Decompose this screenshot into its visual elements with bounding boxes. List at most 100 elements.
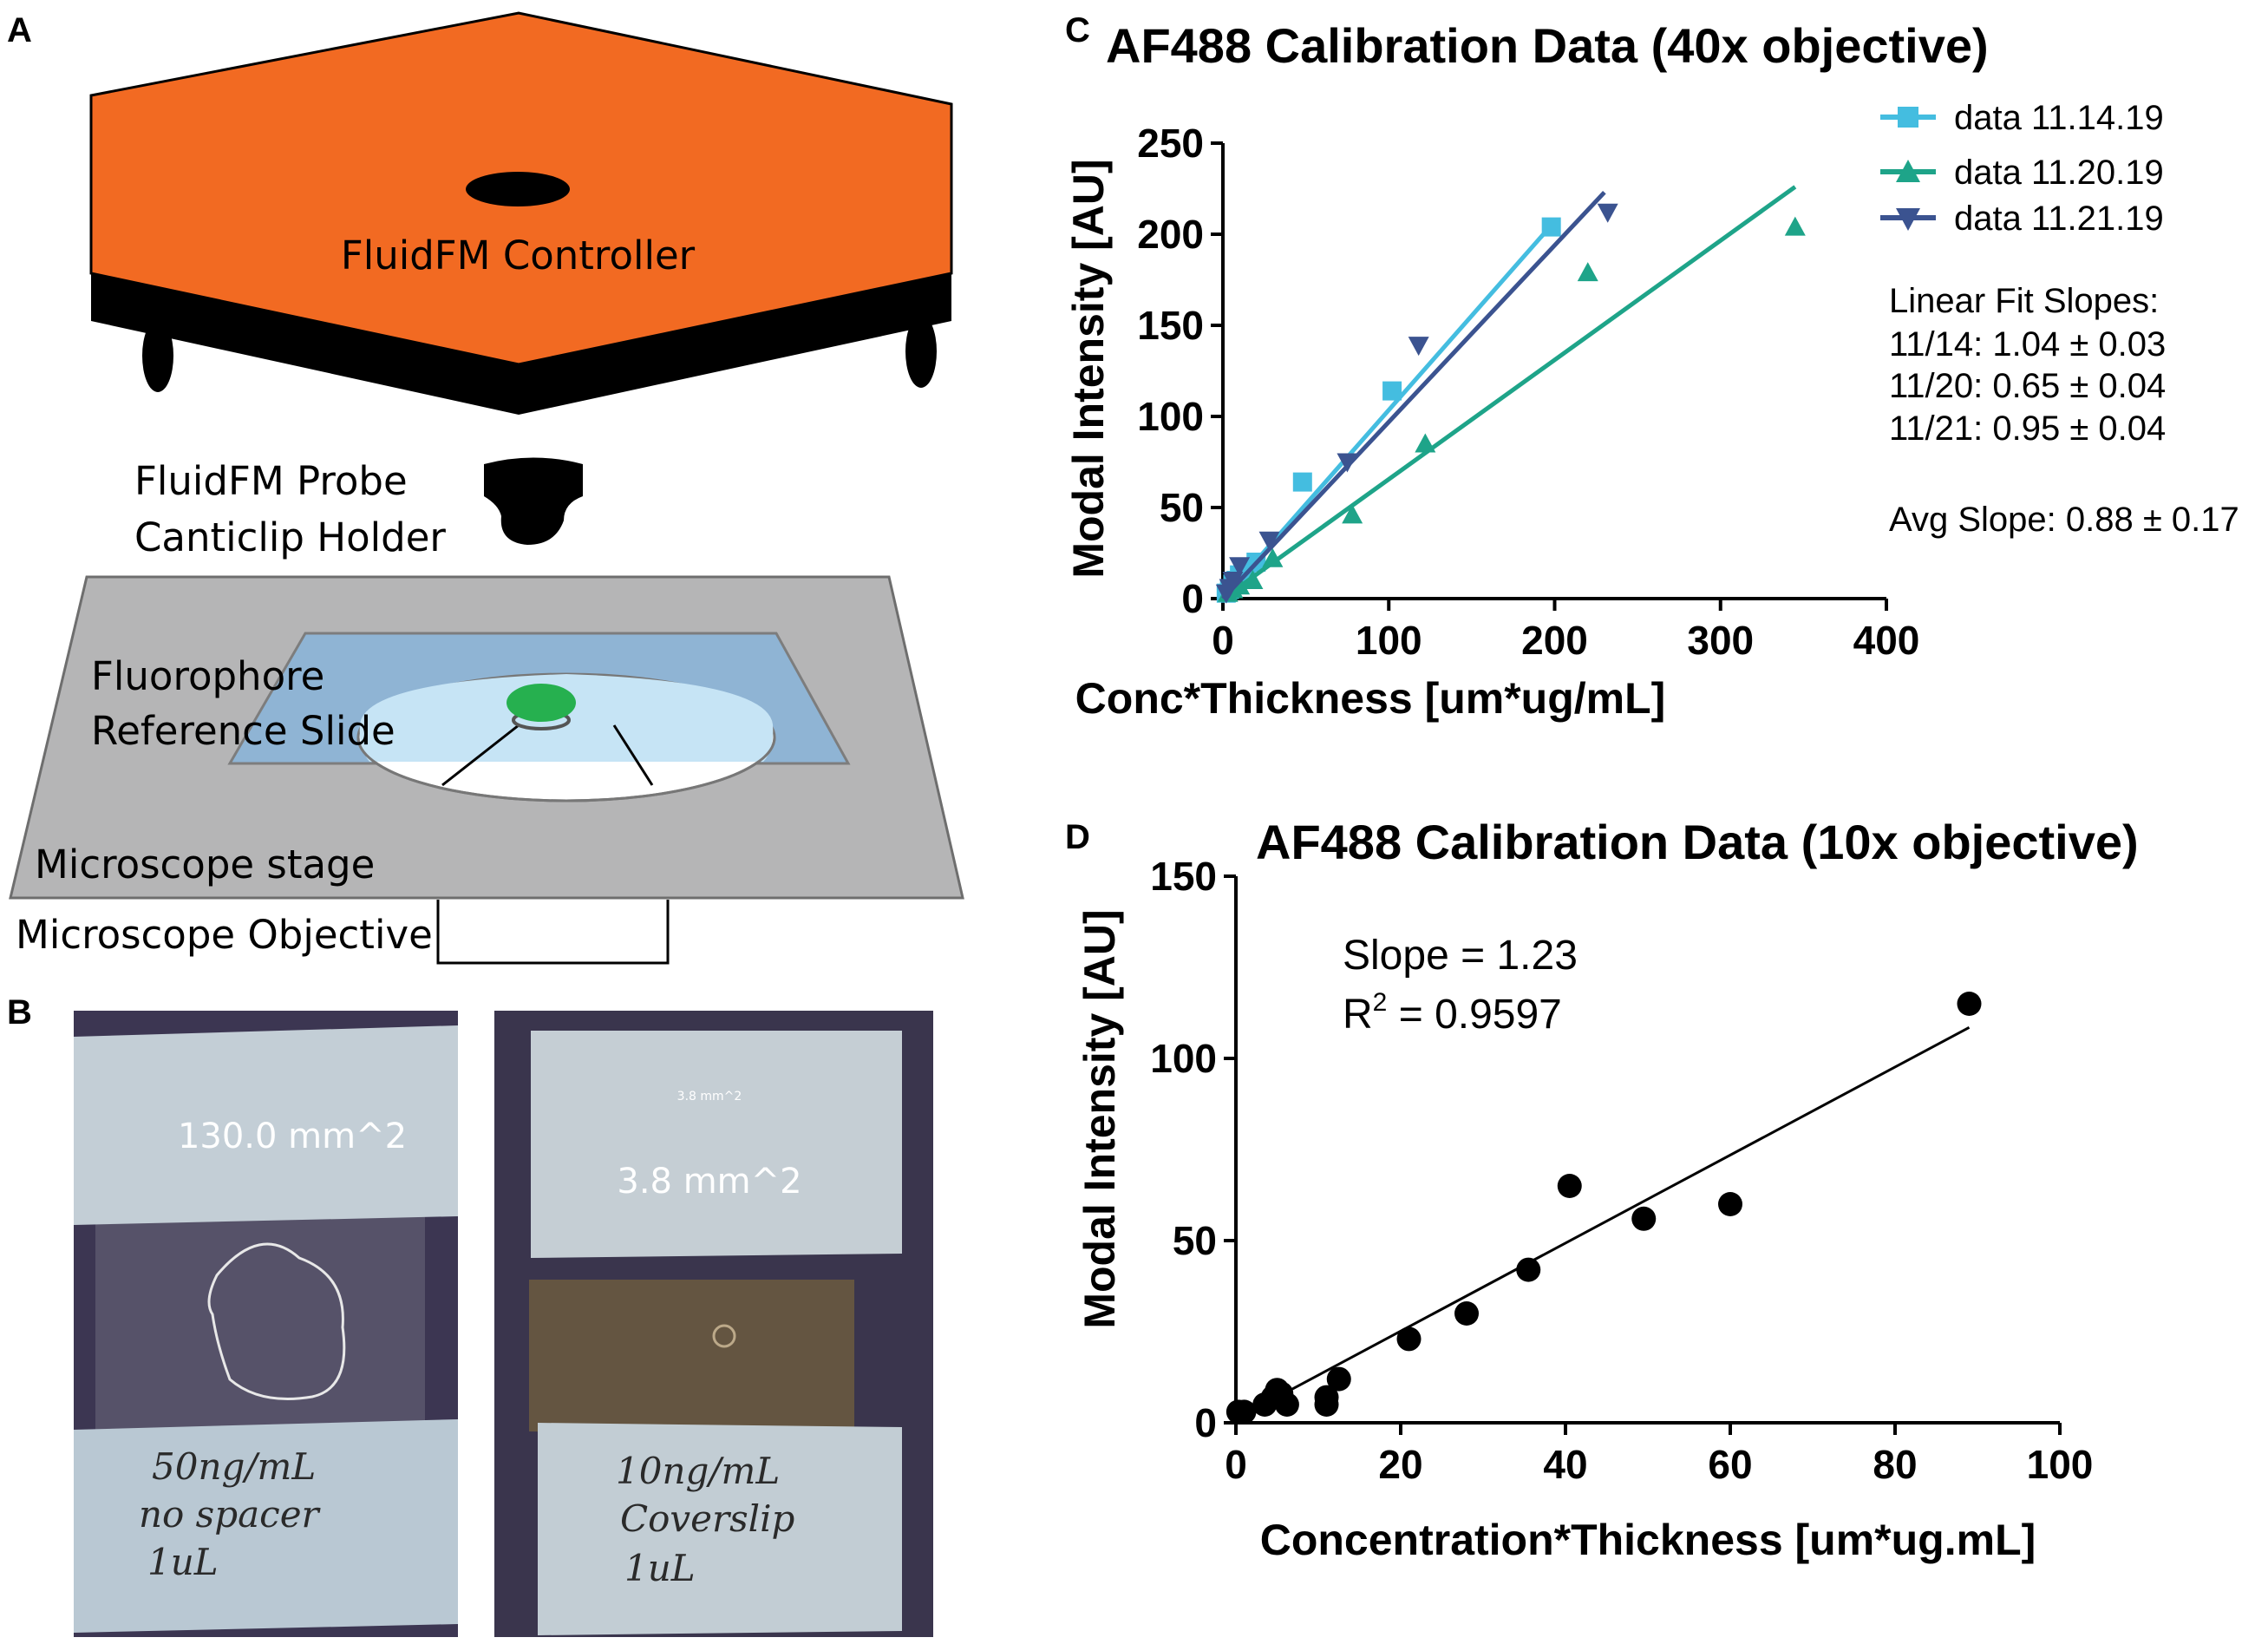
chart-c-xtick-label-3: 300: [1687, 618, 1754, 663]
right-area-label-small: 3.8 mm^2: [677, 1090, 742, 1104]
legend-label-3: data 11.21.19: [1954, 200, 2164, 238]
fluidfm-controller: FluidFM Controller: [89, 11, 953, 415]
chart-d-fit-line-0: [1235, 1025, 1971, 1421]
chart-d-series-0-point-14: [1631, 1206, 1657, 1231]
chart-c-xtick-label-1: 100: [1356, 618, 1422, 663]
chart-d-xtick-label-2: 40: [1543, 1442, 1587, 1487]
photo-right: 3.8 mm^2 3.8 mm^2 10ng/mL Coverslip 1uL: [494, 1011, 933, 1637]
chart-c-fit-line-1: [1221, 185, 1797, 601]
chart-d-ytick-label-0: 0: [1194, 1400, 1217, 1445]
chart-c-series-0-point-9: [1541, 217, 1561, 237]
panel-d-letter: D: [1065, 818, 1090, 856]
chart-c-series-2-point-4: [1258, 531, 1280, 551]
panel-b-letter: B: [7, 993, 32, 1032]
slope-1120: 11/20: 0.65 ± 0.04: [1889, 367, 2166, 405]
chart-c-ytick-label-4: 200: [1137, 212, 1204, 257]
chart-c-series-1-point-3: [1242, 570, 1264, 589]
chart-c-xlabel: Conc*Thickness [um*ug/mL]: [1075, 674, 1666, 723]
stage-label: Microscope stage: [35, 842, 375, 887]
chart-d-title: AF488 Calibration Data (10x objective): [1256, 815, 2139, 869]
slope-1121: 11/21: 0.95 ± 0.04: [1889, 409, 2166, 448]
chart-d-series-0-point-9: [1326, 1366, 1351, 1392]
chart-c-plot: 0 50 100 150 200 250 0 100 200 300 400: [1137, 121, 1919, 663]
chart-d-series-0-point-13: [1557, 1174, 1582, 1198]
chart-c-series-1-point-2: [1229, 575, 1251, 595]
chart-d-ytick-label-1: 50: [1173, 1218, 1217, 1263]
controller-leg-left: [142, 319, 173, 392]
right-note-line3: 1uL: [624, 1547, 696, 1589]
probe-holder: FluidFM Probe Canticlip Holder: [134, 457, 583, 560]
chart-d-series-0-point-12: [1516, 1257, 1541, 1282]
chart-d-ytick-label-2: 100: [1150, 1036, 1217, 1081]
chart-c-fit-line-2: [1221, 190, 1606, 600]
microscope-objective: Microscope Objective: [16, 900, 670, 965]
chart-c-ytick-label-5: 250: [1137, 121, 1204, 166]
chart-d-ylabel: Modal Intensity [AU]: [1075, 909, 1124, 1328]
chart-d-series-0-point-8: [1314, 1392, 1339, 1417]
chart-c-series-2-point-2: [1222, 572, 1244, 591]
controller-hole: [466, 172, 570, 206]
chart-c-series-1-point-7: [1577, 262, 1598, 282]
microscope-stage: Fluorophore Reference Slide Microscope s…: [9, 575, 964, 900]
right-note-line1: 10ng/mL: [616, 1450, 780, 1492]
chart-c-series-0-point-8: [1382, 381, 1402, 401]
probe-label-line2: Canticlip Holder: [134, 514, 446, 560]
chart-d-series-0-point-6: [1274, 1392, 1299, 1417]
chart-c-series-0-point-7: [1292, 472, 1312, 492]
slide-label-line2: Reference Slide: [91, 708, 395, 754]
chart-c-series-1-point-6: [1415, 433, 1436, 453]
cone-left: [441, 724, 520, 787]
chart-c-xtick-label-0: 0: [1212, 618, 1234, 663]
r2-value: = 0.9597: [1387, 992, 1562, 1038]
chart-c-series-2-point-7: [1597, 203, 1618, 223]
chart-d-series-0-point-15: [1718, 1192, 1742, 1216]
photo-left: 130.0 mm^2 50ng/mL no spacer 1uL: [74, 1011, 458, 1637]
avg-slope: Avg Slope: 0.88 ± 0.17: [1889, 501, 2239, 539]
r2-prefix: R: [1343, 992, 1373, 1038]
controller-leg-right: [905, 315, 937, 388]
fluorophore-drop: [507, 684, 576, 722]
chart-c-ytick-label-3: 150: [1137, 303, 1204, 348]
chart-d-series-0-point-16: [1957, 992, 1982, 1016]
right-note-line2: Coverslip: [620, 1497, 794, 1540]
cone-right: [612, 724, 654, 786]
controller-side: [91, 273, 951, 415]
chart-c-ytick-label-2: 100: [1137, 394, 1204, 439]
controller-label: FluidFM Controller: [341, 233, 696, 278]
chart-c-ytick-label-0: 0: [1181, 576, 1204, 621]
chart-c-series-2-point-3: [1229, 557, 1251, 577]
chart-c-series-1-point-4: [1262, 547, 1284, 567]
chart-d-slope: Slope = 1.23: [1343, 933, 1578, 979]
chart-c-fit-line-0: [1221, 219, 1557, 600]
probe-label-line1: FluidFM Probe: [134, 458, 408, 504]
panel-c-letter: C: [1065, 11, 1090, 49]
left-note-line3: 1uL: [147, 1541, 219, 1583]
left-note-line2: no spacer: [139, 1493, 322, 1536]
chart-d-series-0-point-11: [1454, 1301, 1479, 1326]
chart-d-xtick-label-5: 100: [2027, 1442, 2094, 1487]
chart-c-ytick-label-1: 50: [1160, 485, 1204, 530]
r2-superscript: 2: [1373, 988, 1388, 1017]
slope-1114: 11/14: 1.04 ± 0.03: [1889, 325, 2166, 364]
chart-c-series-2-point-6: [1408, 337, 1429, 357]
chart-d-xtick-label-1: 20: [1378, 1442, 1422, 1487]
chart-d-ytick-label-3: 150: [1150, 854, 1217, 899]
chart-d-r2: R2 = 0.9597: [1343, 988, 1562, 1038]
chart-c-title: AF488 Calibration Data (40x objective): [1106, 18, 1989, 73]
left-note-line1: 50ng/mL: [152, 1445, 316, 1488]
legend-label-1: data 11.14.19: [1954, 99, 2164, 137]
slopes-header: Linear Fit Slopes:: [1889, 282, 2159, 320]
chart-c-series-1-point-5: [1342, 504, 1363, 524]
legend-marker-3: [1896, 208, 1920, 231]
chart-c-series-1-point-8: [1784, 216, 1806, 236]
legend-marker-2: [1896, 160, 1920, 182]
chart-d-xtick-label-3: 60: [1708, 1442, 1752, 1487]
chart-d-series-0-point-10: [1396, 1326, 1422, 1352]
chart-c-xtick-label-2: 200: [1521, 618, 1588, 663]
chart-d-series-0-point-1: [1232, 1399, 1257, 1425]
chart-c-series-2-point-5: [1337, 453, 1358, 473]
chart-c-slopes: Linear Fit Slopes: 11/14: 1.04 ± 0.03 11…: [1889, 282, 2239, 539]
chart-c-ylabel: Modal Intensity [AU]: [1064, 159, 1113, 578]
legend-marker-1: [1898, 107, 1918, 128]
